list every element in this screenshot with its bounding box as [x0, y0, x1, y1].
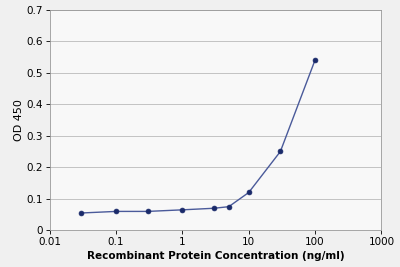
- X-axis label: Recombinant Protein Concentration (ng/ml): Recombinant Protein Concentration (ng/ml…: [87, 252, 344, 261]
- Y-axis label: OD 450: OD 450: [14, 99, 24, 141]
